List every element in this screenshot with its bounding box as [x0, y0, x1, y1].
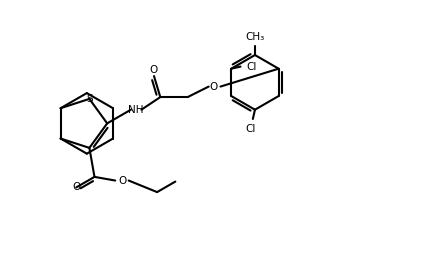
Text: Cl: Cl [246, 61, 256, 72]
Text: CH₃: CH₃ [245, 32, 265, 42]
Text: S: S [86, 94, 93, 104]
Text: O: O [150, 65, 158, 75]
Text: O: O [210, 82, 218, 92]
Text: Cl: Cl [245, 124, 256, 134]
Text: NH: NH [128, 105, 144, 115]
Text: O: O [72, 183, 81, 192]
Text: O: O [119, 175, 127, 186]
